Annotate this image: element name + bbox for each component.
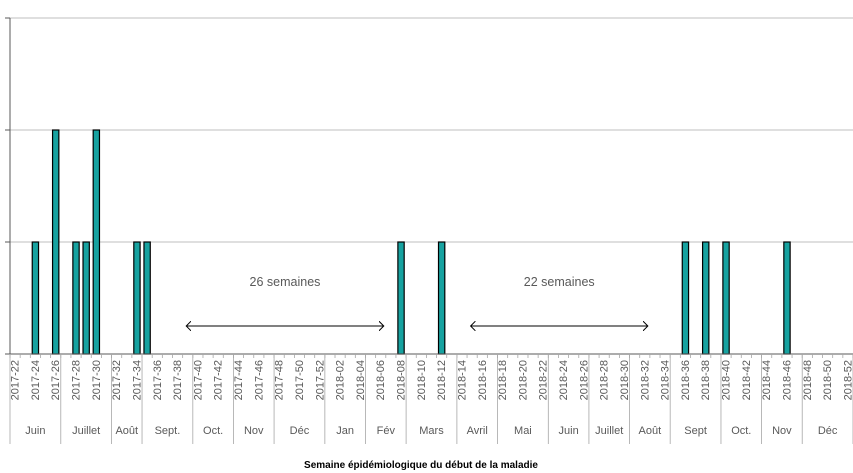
bar <box>82 241 90 355</box>
x-tick-label: 2018-34 <box>660 360 672 400</box>
x-tick-label: 2017-26 <box>50 360 62 400</box>
month-label: Juin <box>25 425 45 437</box>
x-tick-label: 2017-50 <box>294 360 306 400</box>
x-tick-label: 2017-28 <box>71 360 83 400</box>
axes <box>5 17 853 358</box>
interval-label: 26 semaines <box>250 275 321 289</box>
x-tick-label: 2018-40 <box>721 360 733 400</box>
x-tick-label: 2018-04 <box>355 360 367 400</box>
x-tick-labels: 2017-22 2017-24 2017-26 2017-28 2017-30 2017-… <box>10 360 853 400</box>
x-tick-label: 2017-36 <box>152 360 164 400</box>
x-tick-label: 2018-28 <box>599 360 611 400</box>
x-tick-label: 2017-30 <box>91 360 103 400</box>
bar <box>722 241 730 355</box>
x-tick-label: 2018-20 <box>517 360 529 400</box>
x-tick-label: 2018-22 <box>538 360 550 400</box>
x-tick-label: 2018-10 <box>416 360 428 400</box>
bar <box>143 241 151 355</box>
x-tick-label: 2018-26 <box>578 360 590 400</box>
x-tick-label: 2017-24 <box>30 360 42 400</box>
month-band: Juin Juillet Août Sept. Oct. Nov Déc Jan Fév Mars… <box>9 354 853 444</box>
x-tick-label: 2018-42 <box>741 360 753 400</box>
x-tick-label: 2017-22 <box>10 360 22 400</box>
bar <box>31 241 40 355</box>
x-tick-label: 2018-06 <box>375 360 387 400</box>
month-label: Déc <box>290 425 310 437</box>
bar <box>681 241 690 355</box>
x-tick-label: 2018-52 <box>842 360 853 400</box>
month-label: Déc <box>818 425 838 437</box>
month-label: Août <box>639 425 662 437</box>
x-tick-label: 2017-34 <box>131 360 143 400</box>
bar <box>72 241 80 355</box>
month-label: Juin <box>559 425 579 437</box>
month-label: Juillet <box>595 425 623 437</box>
month-label: Oct. <box>731 425 751 437</box>
month-label: Mai <box>514 425 532 437</box>
x-tick-label: 2017-44 <box>233 360 245 400</box>
month-label: Juillet <box>72 425 100 437</box>
gridlines <box>10 17 853 243</box>
x-tick-label: 2018-24 <box>558 360 570 400</box>
x-tick-label: 2017-32 <box>111 360 123 400</box>
x-tick-label: 2018-08 <box>396 360 408 400</box>
bar <box>133 241 141 355</box>
interval-annotations: 26 semaines 22 semaines <box>186 275 648 326</box>
month-label: Nov <box>772 425 792 437</box>
bar <box>783 241 791 355</box>
month-label: Nov <box>244 425 264 437</box>
x-tick-label: 2018-36 <box>680 360 692 400</box>
month-label: Sept <box>684 425 707 437</box>
month-label: Avril <box>467 425 488 437</box>
month-label: Août <box>115 425 138 437</box>
x-tick-label: 2018-32 <box>639 360 651 400</box>
x-tick-label: 2017-46 <box>253 360 265 400</box>
bar <box>437 241 446 355</box>
x-tick-label: 2018-18 <box>497 360 509 400</box>
x-tick-label: 2018-12 <box>436 360 448 400</box>
month-label: Sept. <box>155 425 181 437</box>
x-axis-label: Semaine épidémiologique du début de la m… <box>304 460 538 471</box>
bar <box>51 129 60 355</box>
x-tick-label: 2017-52 <box>314 360 326 400</box>
month-label: Fév <box>377 425 396 437</box>
x-tick-label: 2018-30 <box>619 360 631 400</box>
interval-label: 22 semaines <box>524 275 595 289</box>
x-tick-label: 2018-16 <box>477 360 489 400</box>
x-tick-label: 2017-48 <box>274 360 286 400</box>
x-tick-label: 2017-40 <box>192 360 204 400</box>
x-tick-label: 2018-38 <box>700 360 712 400</box>
x-tick-label: 2018-48 <box>802 360 814 400</box>
bar <box>397 241 405 355</box>
month-label: Oct. <box>203 425 223 437</box>
x-tick-label: 2018-50 <box>822 360 834 400</box>
x-tick-label: 2018-14 <box>456 360 468 400</box>
x-tick-label: 2017-38 <box>172 360 184 400</box>
x-tick-label: 2018-44 <box>761 360 773 400</box>
x-tick-label: 2018-46 <box>781 360 793 400</box>
bar <box>92 129 101 355</box>
x-tick-label: 2017-42 <box>213 360 225 400</box>
month-label: Mars <box>419 425 444 437</box>
bar <box>701 241 710 355</box>
x-tick-label: 2018-02 <box>335 360 347 400</box>
month-label: Jan <box>336 425 354 437</box>
